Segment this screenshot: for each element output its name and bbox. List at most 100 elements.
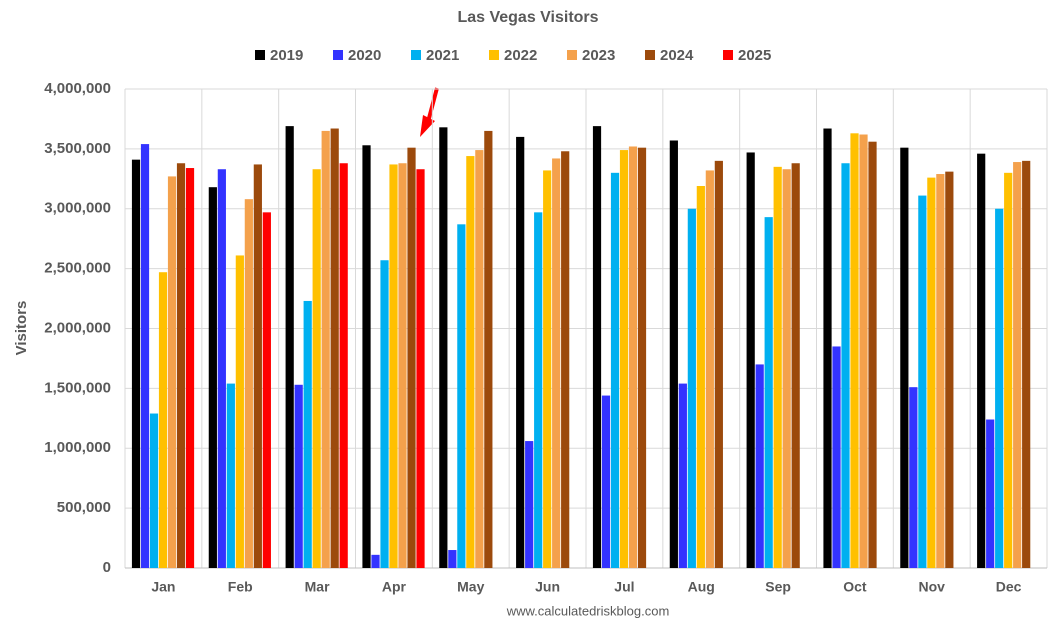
x-tick-label: Aug [688,579,715,595]
bar [918,195,927,568]
bar [628,146,638,569]
x-tick-label: Oct [843,579,867,595]
bar [294,384,303,568]
bar [303,300,312,568]
bar [262,212,271,568]
bar [900,147,909,569]
bar [321,130,330,568]
x-tick-label: Dec [996,579,1022,595]
bar [149,413,159,568]
bar [619,150,629,568]
y-tick-label: 2,500,000 [44,260,111,277]
legend-swatch [411,50,421,60]
y-tick-label: 1,500,000 [44,379,111,396]
bar [841,163,850,568]
bar [416,169,425,569]
chart-title: Las Vegas Visitors [457,9,598,26]
y-tick-label: 0 [103,559,111,576]
bar [380,260,389,568]
bar [371,554,380,568]
legend-swatch [333,50,343,60]
legend-label: 2020 [348,47,381,64]
bar [217,169,226,569]
bar [1022,160,1031,568]
bar [339,163,348,568]
x-tick-label: Mar [305,579,330,595]
bar [176,163,186,568]
bar [782,169,791,569]
legend-swatch [255,50,265,60]
bar [995,208,1004,568]
bar [525,441,534,568]
bar [637,147,647,569]
bar [484,130,493,568]
legend-label: 2019 [270,47,303,64]
x-tick-label: Nov [919,579,946,595]
x-tick-label: Jun [535,579,560,595]
bar [859,134,868,568]
bar [746,152,755,568]
y-tick-label: 3,000,000 [44,200,111,217]
bar [312,169,321,569]
bar [516,136,525,568]
bar [936,174,945,568]
bar [850,133,859,568]
bar [185,168,195,568]
bar [927,177,936,569]
bar [475,150,484,568]
x-tick-label: Apr [382,579,407,595]
bar [235,255,244,568]
bar [330,128,339,568]
bar [552,158,561,568]
bar [140,144,150,568]
legend-label: 2021 [426,47,459,64]
bar [764,217,773,568]
legend-swatch [489,50,499,60]
legend-swatch [645,50,655,60]
y-tick-label: 1,000,000 [44,439,111,456]
x-tick-label: Feb [228,579,253,595]
y-tick-label: 500,000 [57,499,111,516]
bar [592,126,602,568]
legend-label: 2025 [738,47,771,64]
bar [285,126,294,568]
y-tick-label: 4,000,000 [44,80,111,97]
y-tick-label: 3,500,000 [44,140,111,157]
bar [1004,172,1013,568]
y-axis-label: Visitors [13,301,30,356]
bar [823,128,832,568]
bar [457,224,466,568]
bar [398,163,407,568]
bar [714,160,723,568]
bar [244,199,253,569]
bar [696,185,705,568]
bar [253,164,262,568]
bar [208,187,217,568]
bar [986,419,995,568]
source: www.calculatedriskblog.com [506,603,670,618]
bar [439,127,448,568]
bar [226,383,235,568]
legend-label: 2024 [660,47,694,64]
bar [407,147,416,569]
bar [1013,162,1022,569]
legend-swatch [567,50,577,60]
x-tick-label: May [457,579,484,595]
bar [687,208,696,568]
bar [669,140,678,568]
legend-label: 2023 [582,47,615,64]
bar [543,170,552,568]
bar [534,212,543,568]
bar [466,156,475,568]
bar [561,151,570,568]
x-tick-label: Sep [765,579,791,595]
x-tick-label: Jan [151,579,175,595]
bar [773,166,782,568]
bar [610,172,620,568]
legend-swatch [723,50,733,60]
bar [167,176,177,569]
bar [909,387,918,568]
bar [389,164,398,568]
bar [832,346,841,568]
